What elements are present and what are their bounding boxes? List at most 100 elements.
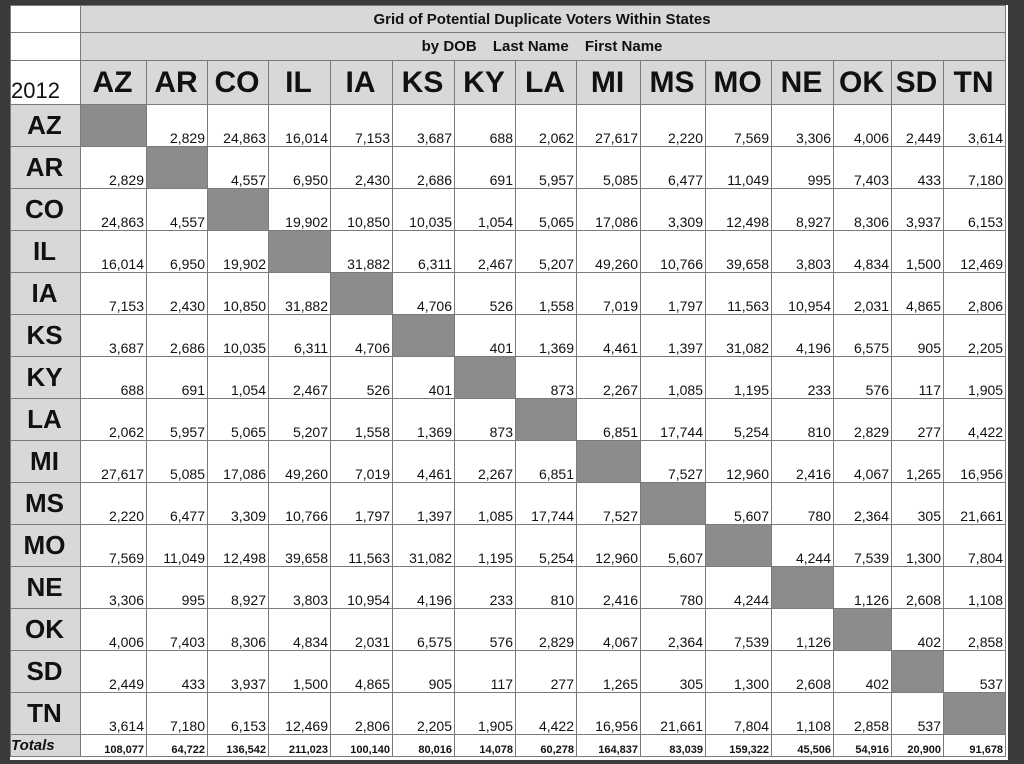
value-cell: 2,858: [942, 608, 1007, 651]
value-cell: 2,062: [515, 104, 577, 147]
diagonal-cell: [891, 650, 944, 693]
value-cell: 7,804: [942, 524, 1007, 567]
value-cell: 11,563: [705, 272, 772, 315]
value-cell: 6,153: [942, 188, 1007, 231]
value-cell: 2,416: [771, 440, 834, 483]
row-header-ok: OK: [10, 608, 81, 651]
value-cell: 3,803: [268, 566, 331, 609]
value-cell: 277: [891, 398, 944, 441]
value-cell: 1,195: [705, 356, 772, 399]
value-cell: 16,956: [576, 692, 641, 735]
value-cell: 24,863: [207, 104, 269, 147]
value-cell: 233: [771, 356, 834, 399]
value-cell: 8,927: [771, 188, 834, 231]
value-cell: 2,829: [80, 146, 147, 189]
column-header-sd: SD: [891, 60, 944, 105]
table-row: AZ 2,829 24,863 16,014 7,153 3,687 688 2,062 27,…: [10, 104, 1007, 147]
value-cell: 7,527: [576, 482, 641, 525]
value-cell: 1,108: [942, 566, 1007, 609]
column-header-az: AZ: [80, 60, 147, 105]
value-cell: 7,153: [80, 272, 147, 315]
column-header-ar: AR: [146, 60, 208, 105]
total-cell: 159,322: [705, 734, 772, 757]
row-header-la: LA: [10, 398, 81, 441]
table-row: OK 4,006 7,403 8,306 4,834 2,031 6,575 576 2,829…: [10, 608, 1007, 651]
value-cell: 11,049: [146, 524, 208, 567]
value-cell: 4,834: [833, 230, 892, 273]
value-cell: 995: [146, 566, 208, 609]
total-cell: 45,506: [771, 734, 834, 757]
value-cell: 1,369: [515, 314, 577, 357]
total-cell: 164,837: [576, 734, 641, 757]
row-header-ky: KY: [10, 356, 81, 399]
value-cell: 2,031: [330, 608, 393, 651]
value-cell: 8,927: [207, 566, 269, 609]
value-cell: 5,065: [515, 188, 577, 231]
value-cell: 2,430: [146, 272, 208, 315]
value-cell: 688: [80, 356, 147, 399]
value-cell: 4,196: [392, 566, 455, 609]
value-cell: 6,575: [833, 314, 892, 357]
value-cell: 11,049: [705, 146, 772, 189]
value-cell: 2,806: [330, 692, 393, 735]
value-cell: 1,300: [705, 650, 772, 693]
row-header-ms: MS: [10, 482, 81, 525]
value-cell: 4,244: [771, 524, 834, 567]
value-cell: 1,500: [268, 650, 331, 693]
row-header-mo: MO: [10, 524, 81, 567]
row-header-mi: MI: [10, 440, 81, 483]
subtitle-part-last-name: Last Name: [492, 38, 569, 55]
value-cell: 873: [454, 398, 516, 441]
value-cell: 6,950: [268, 146, 331, 189]
value-cell: 6,477: [640, 146, 706, 189]
value-cell: 6,311: [268, 314, 331, 357]
table-row: MO 7,569 11,049 12,498 39,658 11,563 31,082 1,1…: [10, 524, 1007, 567]
table-row: NE 3,306 995 8,927 3,803 10,954 4,196 233 810 2,4…: [10, 566, 1007, 609]
diagonal-cell: [454, 356, 516, 399]
diagonal-cell: [268, 230, 331, 273]
table-row: AR 2,829 4,557 6,950 2,430 2,686 691 5,957 5,085…: [10, 146, 1007, 189]
value-cell: 3,306: [80, 566, 147, 609]
value-cell: 3,937: [891, 188, 944, 231]
value-cell: 2,449: [80, 650, 147, 693]
value-cell: 2,806: [942, 272, 1007, 315]
value-cell: 2,364: [640, 608, 706, 651]
table-title: Grid of Potential Duplicate Voters Withi…: [79, 5, 1007, 33]
row-header-il: IL: [10, 230, 81, 273]
value-cell: 27,617: [80, 440, 147, 483]
value-cell: 10,850: [330, 188, 393, 231]
value-cell: 3,687: [392, 104, 455, 147]
value-cell: 7,153: [330, 104, 393, 147]
table-subtitle: by DOB Last Name First Name: [79, 32, 1007, 61]
value-cell: 17,086: [576, 188, 641, 231]
value-cell: 576: [833, 356, 892, 399]
value-cell: 7,403: [146, 608, 208, 651]
value-cell: 810: [771, 398, 834, 441]
total-cell: 20,900: [891, 734, 944, 757]
value-cell: 7,019: [330, 440, 393, 483]
value-cell: 1,265: [891, 440, 944, 483]
value-cell: 526: [330, 356, 393, 399]
title-row: Grid of Potential Duplicate Voters Withi…: [10, 5, 1007, 33]
total-cell: 83,039: [640, 734, 706, 757]
column-header-ky: KY: [454, 60, 516, 105]
row-header-sd: SD: [10, 650, 81, 693]
value-cell: 2,686: [392, 146, 455, 189]
value-cell: 31,082: [392, 524, 455, 567]
value-cell: 2,062: [80, 398, 147, 441]
value-cell: 31,882: [268, 272, 331, 315]
value-cell: 305: [891, 482, 944, 525]
value-cell: 2,220: [80, 482, 147, 525]
value-cell: 10,954: [330, 566, 393, 609]
value-cell: 7,403: [833, 146, 892, 189]
value-cell: 10,954: [771, 272, 834, 315]
value-cell: 17,744: [640, 398, 706, 441]
value-cell: 117: [454, 650, 516, 693]
value-cell: 691: [454, 146, 516, 189]
column-header-mo: MO: [705, 60, 772, 105]
value-cell: 905: [392, 650, 455, 693]
column-header-mi: MI: [576, 60, 641, 105]
value-cell: 780: [640, 566, 706, 609]
value-cell: 6,851: [515, 440, 577, 483]
page: Grid of Potential Duplicate Voters Withi…: [10, 5, 1008, 760]
